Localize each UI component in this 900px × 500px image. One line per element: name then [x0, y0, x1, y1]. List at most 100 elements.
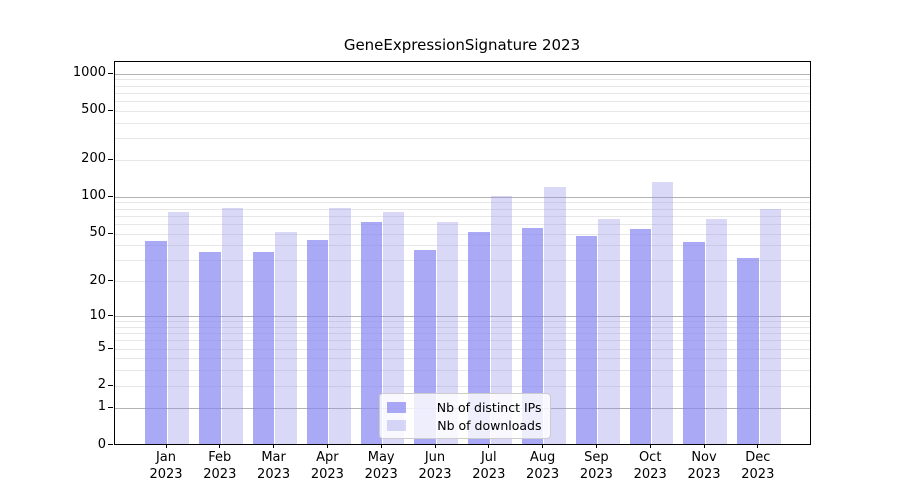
y-tick-label: 1 — [97, 399, 106, 415]
x-tick-mark — [542, 444, 544, 448]
x-tick-label: Jan 2023 — [149, 450, 183, 482]
major-gridline — [114, 316, 810, 318]
chart-title: GeneExpressionSignature 2023 — [343, 36, 581, 54]
x-tick-label: Jul 2023 — [472, 450, 506, 482]
x-tick-mark — [434, 444, 436, 448]
y-tick-mark — [108, 280, 113, 282]
minor-gridline — [114, 223, 810, 225]
minor-gridline — [114, 100, 810, 102]
bar — [575, 236, 598, 444]
x-tick-label: Jun 2023 — [418, 450, 452, 482]
bar — [490, 196, 512, 444]
minor-gridline — [114, 340, 810, 342]
x-tick-mark — [165, 444, 167, 448]
y-tick-label: 500 — [81, 102, 106, 118]
bar — [651, 182, 674, 444]
bar — [544, 186, 566, 444]
x-tick-label: Aug 2023 — [526, 450, 560, 482]
bar — [759, 208, 781, 444]
minor-gridline — [114, 333, 810, 335]
bar — [683, 242, 705, 444]
x-tick-label: Dec 2023 — [741, 450, 775, 482]
minor-gridline — [114, 215, 810, 217]
x-tick-label: Apr 2023 — [310, 450, 344, 482]
bar — [275, 232, 297, 444]
x-tick-label: Nov 2023 — [687, 450, 721, 482]
plot-area: Nb of distinct IPs Nb of downloads — [113, 61, 811, 445]
bar — [221, 208, 243, 444]
minor-gridline — [114, 385, 810, 387]
y-tick-label: 2 — [97, 377, 106, 393]
minor-gridline — [114, 348, 810, 350]
bar — [436, 221, 459, 444]
y-tick-label: 100 — [81, 188, 106, 204]
x-tick-mark — [380, 444, 382, 448]
x-tick-mark — [649, 444, 651, 448]
y-tick-mark — [108, 232, 113, 234]
minor-gridline — [114, 92, 810, 94]
minor-gridline — [114, 138, 810, 140]
minor-gridline — [114, 358, 810, 360]
major-gridline — [114, 73, 810, 75]
bar — [252, 251, 275, 444]
bar — [199, 251, 221, 444]
bar — [737, 258, 759, 444]
minor-gridline — [114, 326, 810, 328]
x-tick-mark — [488, 444, 490, 448]
x-tick-mark — [703, 444, 705, 448]
y-tick-mark — [108, 109, 113, 111]
minor-gridline — [114, 202, 810, 204]
legend-item-distinct-ips: Nb of distinct IPs — [386, 399, 542, 415]
minor-gridline — [114, 281, 810, 283]
x-tick-mark — [326, 444, 328, 448]
x-tick-mark — [757, 444, 759, 448]
bar — [145, 241, 167, 444]
y-tick-label: 20 — [89, 272, 106, 288]
bar — [360, 221, 382, 444]
y-tick-label: 0 — [97, 436, 106, 452]
bar — [329, 208, 351, 444]
y-tick-mark — [108, 406, 113, 408]
bar — [382, 211, 405, 444]
x-tick-label: Sep 2023 — [579, 450, 613, 482]
minor-gridline — [114, 233, 810, 235]
x-tick-label: Feb 2023 — [203, 450, 237, 482]
y-tick-mark — [108, 158, 113, 160]
minor-gridline — [114, 79, 810, 81]
legend: Nb of distinct IPs Nb of downloads — [378, 393, 551, 439]
x-tick-label: Mar 2023 — [257, 450, 291, 482]
legend-item-downloads: Nb of downloads — [386, 417, 542, 433]
minor-gridline — [114, 208, 810, 210]
y-tick-label: 1000 — [72, 65, 106, 81]
bar — [521, 228, 544, 444]
legend-label: Nb of downloads — [437, 417, 542, 433]
downloads-series-swatch-icon — [386, 419, 406, 431]
y-tick-label: 200 — [81, 151, 106, 167]
y-tick-mark — [108, 72, 113, 74]
major-gridline — [114, 196, 810, 198]
y-tick-mark — [108, 384, 113, 386]
bar — [629, 229, 651, 444]
minor-gridline — [114, 110, 810, 112]
x-tick-label: May 2023 — [364, 450, 398, 482]
y-tick-label: 5 — [97, 340, 106, 356]
y-tick-mark — [108, 195, 113, 197]
bar — [598, 219, 620, 444]
minor-gridline — [114, 370, 810, 372]
y-tick-mark — [108, 444, 113, 445]
minor-gridline — [114, 122, 810, 124]
minor-gridline — [114, 321, 810, 323]
x-tick-mark — [595, 444, 597, 448]
bar — [167, 211, 190, 444]
bar — [705, 219, 728, 444]
x-tick-mark — [219, 444, 221, 448]
minor-gridline — [114, 260, 810, 262]
y-tick-mark — [108, 347, 113, 349]
bar — [468, 232, 490, 444]
minor-gridline — [114, 159, 810, 161]
bar — [306, 239, 329, 444]
minor-gridline — [114, 85, 810, 87]
legend-label: Nb of distinct IPs — [436, 399, 542, 415]
y-tick-mark — [108, 315, 113, 317]
